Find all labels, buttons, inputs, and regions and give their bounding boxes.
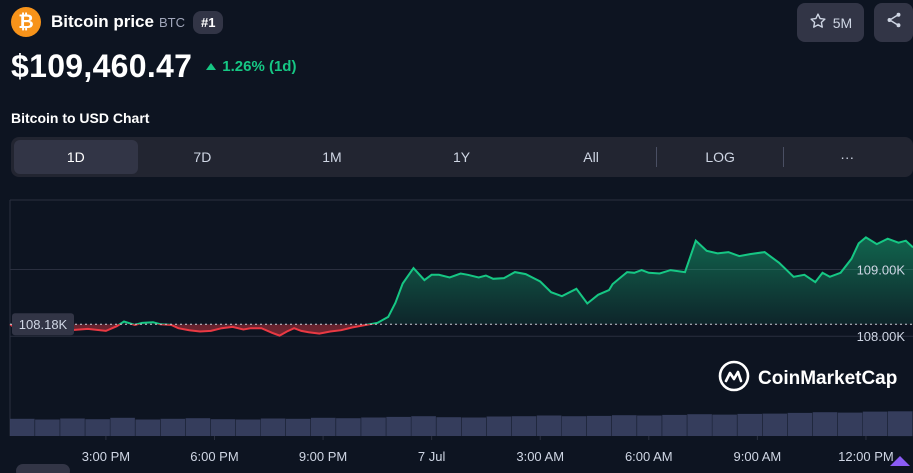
watchlist-button[interactable]: 5M xyxy=(797,3,864,42)
volume-bar xyxy=(762,413,788,436)
coin-name: Bitcoin price xyxy=(51,12,154,31)
volume-bar xyxy=(386,416,411,436)
coin-symbol: BTC xyxy=(158,14,185,30)
tab-7d[interactable]: 7D xyxy=(193,149,212,165)
range-handle-icon xyxy=(890,456,910,466)
share-icon xyxy=(885,11,903,34)
divider xyxy=(655,147,657,167)
more-options-button[interactable]: ··· xyxy=(840,149,855,165)
volume-bar xyxy=(812,412,838,436)
chart-areas xyxy=(10,237,913,336)
volume-bar xyxy=(837,412,863,436)
price-change: 1.26% (1d) xyxy=(206,58,296,75)
volume-bar xyxy=(662,414,687,436)
scroll-pill[interactable] xyxy=(16,464,70,473)
share-button[interactable] xyxy=(874,3,913,42)
volume-bar xyxy=(737,413,762,436)
series-line-up xyxy=(9,236,913,325)
volume-bar xyxy=(712,414,737,436)
volume-bar xyxy=(461,417,487,436)
area-above xyxy=(10,237,913,325)
volume-bar xyxy=(887,411,913,437)
triangle-up-icon xyxy=(206,63,217,70)
chart-lines xyxy=(9,236,913,337)
volume-bar xyxy=(862,411,888,436)
volume-bar xyxy=(160,418,186,436)
volume-bar xyxy=(60,418,85,436)
volume-bar xyxy=(436,417,461,436)
tab-1y[interactable]: 1Y xyxy=(452,149,471,165)
volume-bar xyxy=(235,419,261,436)
x-tick-label: 3:00 AM xyxy=(516,449,564,464)
volume-bar xyxy=(185,418,211,436)
volume-bar xyxy=(687,414,712,436)
volume-bar xyxy=(361,417,386,436)
volume-bar xyxy=(336,418,361,436)
reference-label-bg xyxy=(12,313,74,336)
tab-all[interactable]: All xyxy=(583,149,599,165)
x-tick-label: 3:00 PM xyxy=(82,449,130,464)
y-tick-label: 109.00K xyxy=(857,262,906,277)
bitcoin-logo-icon: ₿ xyxy=(11,7,41,37)
rank-badge: #1 xyxy=(192,10,224,34)
volume-bar xyxy=(285,418,311,436)
volume-bar xyxy=(260,418,286,436)
volume-bar xyxy=(486,416,512,436)
x-tick-label: 9:00 PM xyxy=(299,449,347,464)
volume-bars xyxy=(10,411,913,466)
tab-1d[interactable]: 1D xyxy=(14,140,138,174)
volume-bar xyxy=(210,419,236,436)
log-toggle[interactable]: LOG xyxy=(705,149,735,165)
volume-bar xyxy=(787,412,813,436)
volume-bar xyxy=(561,416,587,436)
chart-title: Bitcoin to USD Chart xyxy=(11,110,150,126)
x-tick-label: 9:00 AM xyxy=(734,449,782,464)
volume-bar xyxy=(637,415,662,436)
reference-label: 108.18K xyxy=(19,317,68,332)
volume-bar xyxy=(85,419,110,436)
price-row: $109,460.47 1.26% (1d) xyxy=(11,48,296,85)
x-tick-label: 12:00 PM xyxy=(838,449,894,464)
coin-header: ₿ Bitcoin price BTC #1 xyxy=(11,7,224,37)
x-tick-label: 6:00 AM xyxy=(625,449,673,464)
chart-labels: 108.00K 109.00K 3:00 PM 6:00 PM 9:00 PM 7 Jul… xyxy=(12,262,905,464)
current-price: $109,460.47 xyxy=(11,48,193,84)
volume-bar xyxy=(511,416,537,436)
series-line-down xyxy=(9,324,376,337)
volume-bar xyxy=(35,419,60,436)
x-tick-label: 6:00 PM xyxy=(190,449,238,464)
tab-1m[interactable]: 1M xyxy=(322,149,342,165)
volume-bar xyxy=(612,415,637,436)
watermark-text: CoinMarketCap xyxy=(758,367,898,389)
x-tick-label: 7 Jul xyxy=(418,449,446,464)
volume-bar xyxy=(311,417,336,436)
volume-bar xyxy=(110,417,135,436)
volume-bar xyxy=(536,415,562,436)
volume-bar xyxy=(135,419,160,436)
range-selector: 1D 7D 1M 1Y All LOG ··· xyxy=(11,137,913,177)
volume-bar xyxy=(10,418,35,436)
star-icon xyxy=(809,12,827,33)
volume-bar xyxy=(411,416,436,436)
price-chart[interactable]: 108.00K 109.00K 3:00 PM 6:00 PM 9:00 PM 7 Jul… xyxy=(0,198,913,473)
coinmarketcap-logo-icon xyxy=(718,360,750,397)
coinmarketcap-watermark: CoinMarketCap xyxy=(718,360,897,397)
divider xyxy=(783,147,785,167)
watchlist-count: 5M xyxy=(832,14,853,31)
volume-bar xyxy=(586,415,612,436)
y-tick-label: 108.00K xyxy=(857,329,906,344)
price-change-value: 1.26% (1d) xyxy=(222,58,297,75)
